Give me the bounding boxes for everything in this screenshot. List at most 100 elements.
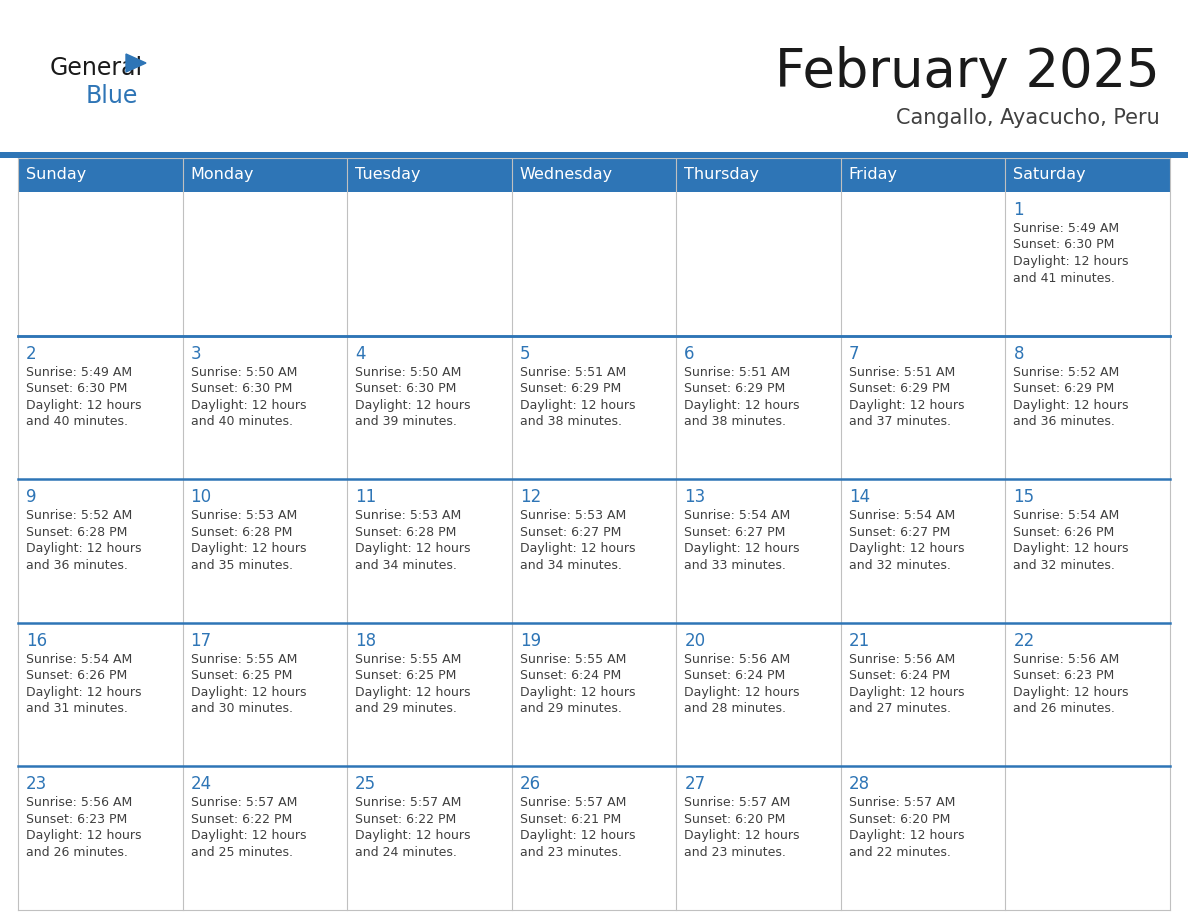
Text: Wednesday: Wednesday [519,167,613,183]
Text: Sunrise: 5:52 AM: Sunrise: 5:52 AM [26,509,132,522]
Text: Sunrise: 5:56 AM: Sunrise: 5:56 AM [26,797,132,810]
Text: Sunset: 6:23 PM: Sunset: 6:23 PM [1013,669,1114,682]
Text: Daylight: 12 hours: Daylight: 12 hours [849,829,965,843]
Text: Daylight: 12 hours: Daylight: 12 hours [26,543,141,555]
Bar [1005,622,1170,767]
Text: 23: 23 [26,776,48,793]
Bar [676,479,841,622]
Bar [18,767,183,910]
Text: 26: 26 [519,776,541,793]
Text: Sunset: 6:30 PM: Sunset: 6:30 PM [26,382,127,395]
Text: Daylight: 12 hours: Daylight: 12 hours [849,543,965,555]
Text: Sunrise: 5:54 AM: Sunrise: 5:54 AM [684,509,790,522]
Text: and 34 minutes.: and 34 minutes. [355,559,457,572]
Bar [841,622,1005,767]
Text: 9: 9 [26,488,37,506]
Bar [18,158,183,192]
Text: Sunset: 6:24 PM: Sunset: 6:24 PM [519,669,621,682]
Text: Sunday: Sunday [26,167,87,183]
Text: 28: 28 [849,776,870,793]
Text: 8: 8 [1013,344,1024,363]
Text: 27: 27 [684,776,706,793]
Bar [347,336,512,479]
Text: 6: 6 [684,344,695,363]
Bar [841,336,1005,479]
Text: Daylight: 12 hours: Daylight: 12 hours [355,829,470,843]
Bar [18,192,183,336]
Text: 25: 25 [355,776,377,793]
Text: 21: 21 [849,632,870,650]
Text: Daylight: 12 hours: Daylight: 12 hours [849,398,965,411]
Text: Monday: Monday [190,167,254,183]
Text: and 26 minutes.: and 26 minutes. [26,845,128,859]
Text: Sunrise: 5:55 AM: Sunrise: 5:55 AM [355,653,461,666]
Text: Sunset: 6:29 PM: Sunset: 6:29 PM [1013,382,1114,395]
Text: 20: 20 [684,632,706,650]
Text: Daylight: 12 hours: Daylight: 12 hours [1013,543,1129,555]
Text: Daylight: 12 hours: Daylight: 12 hours [355,543,470,555]
Text: 1: 1 [1013,201,1024,219]
Bar [676,192,841,336]
Text: Sunset: 6:27 PM: Sunset: 6:27 PM [684,526,785,539]
Text: Daylight: 12 hours: Daylight: 12 hours [26,398,141,411]
Text: Daylight: 12 hours: Daylight: 12 hours [1013,255,1129,268]
Text: Friday: Friday [849,167,898,183]
Text: Sunset: 6:28 PM: Sunset: 6:28 PM [355,526,456,539]
Text: Sunrise: 5:56 AM: Sunrise: 5:56 AM [1013,653,1119,666]
Text: and 38 minutes.: and 38 minutes. [684,415,786,428]
Text: Sunrise: 5:55 AM: Sunrise: 5:55 AM [519,653,626,666]
Text: Sunset: 6:27 PM: Sunset: 6:27 PM [849,526,950,539]
Text: Daylight: 12 hours: Daylight: 12 hours [1013,686,1129,699]
Text: 5: 5 [519,344,530,363]
Text: Daylight: 12 hours: Daylight: 12 hours [519,398,636,411]
Text: and 26 minutes.: and 26 minutes. [1013,702,1116,715]
Text: and 23 minutes.: and 23 minutes. [519,845,621,859]
Bar [18,479,183,622]
Text: Daylight: 12 hours: Daylight: 12 hours [26,686,141,699]
Bar [347,192,512,336]
Bar [676,767,841,910]
Text: 15: 15 [1013,488,1035,506]
Text: 3: 3 [190,344,201,363]
Bar [512,336,676,479]
Text: Sunset: 6:22 PM: Sunset: 6:22 PM [190,813,292,826]
Text: Sunset: 6:26 PM: Sunset: 6:26 PM [1013,526,1114,539]
Text: Sunrise: 5:54 AM: Sunrise: 5:54 AM [26,653,132,666]
Bar [18,622,183,767]
Text: Daylight: 12 hours: Daylight: 12 hours [849,686,965,699]
Text: Sunrise: 5:54 AM: Sunrise: 5:54 AM [849,509,955,522]
Text: and 36 minutes.: and 36 minutes. [26,559,128,572]
Text: Daylight: 12 hours: Daylight: 12 hours [684,686,800,699]
Text: 18: 18 [355,632,377,650]
Text: 2: 2 [26,344,37,363]
Text: Sunrise: 5:51 AM: Sunrise: 5:51 AM [684,365,790,378]
Text: Sunrise: 5:56 AM: Sunrise: 5:56 AM [849,653,955,666]
Bar [676,622,841,767]
Bar [1005,767,1170,910]
Text: and 39 minutes.: and 39 minutes. [355,415,457,428]
Text: Sunrise: 5:52 AM: Sunrise: 5:52 AM [1013,365,1119,378]
Text: Sunrise: 5:57 AM: Sunrise: 5:57 AM [519,797,626,810]
Text: Sunset: 6:28 PM: Sunset: 6:28 PM [26,526,127,539]
Text: and 40 minutes.: and 40 minutes. [190,415,292,428]
Text: Sunrise: 5:53 AM: Sunrise: 5:53 AM [519,509,626,522]
Text: Daylight: 12 hours: Daylight: 12 hours [26,829,141,843]
Text: Sunrise: 5:50 AM: Sunrise: 5:50 AM [190,365,297,378]
Text: Sunrise: 5:57 AM: Sunrise: 5:57 AM [849,797,955,810]
Text: and 37 minutes.: and 37 minutes. [849,415,950,428]
Text: and 28 minutes.: and 28 minutes. [684,702,786,715]
Text: Daylight: 12 hours: Daylight: 12 hours [355,398,470,411]
Text: Sunrise: 5:55 AM: Sunrise: 5:55 AM [190,653,297,666]
Text: Sunset: 6:24 PM: Sunset: 6:24 PM [849,669,950,682]
Text: and 22 minutes.: and 22 minutes. [849,845,950,859]
Bar [841,479,1005,622]
Text: Daylight: 12 hours: Daylight: 12 hours [684,398,800,411]
Bar [1005,192,1170,336]
Bar [0,152,1188,158]
Bar [347,622,512,767]
Text: Blue: Blue [86,84,138,108]
Text: Daylight: 12 hours: Daylight: 12 hours [355,686,470,699]
Text: 4: 4 [355,344,366,363]
Text: Sunrise: 5:51 AM: Sunrise: 5:51 AM [519,365,626,378]
Text: Daylight: 12 hours: Daylight: 12 hours [519,543,636,555]
